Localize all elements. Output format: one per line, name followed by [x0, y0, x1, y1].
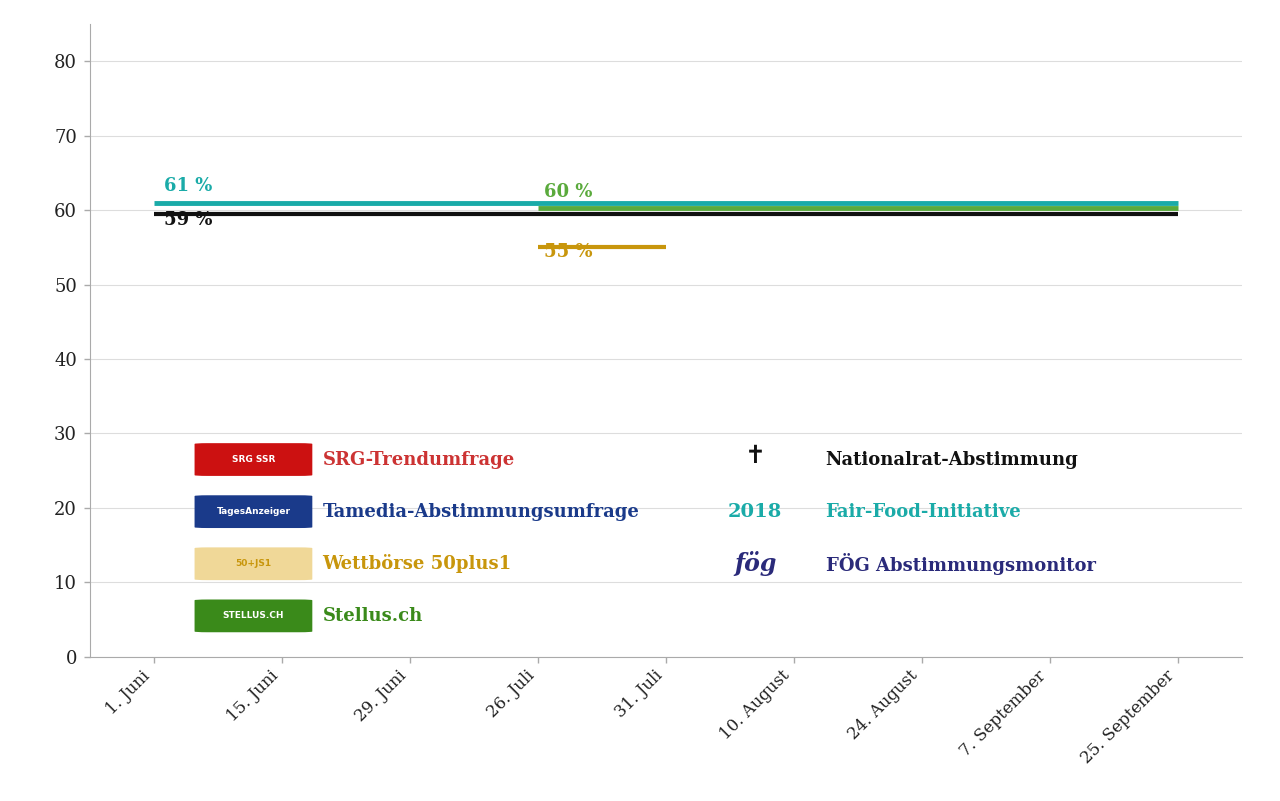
Text: SRG-Trendumfrage: SRG-Trendumfrage: [323, 450, 515, 469]
Text: ✝: ✝: [745, 444, 765, 468]
Text: Fair-Food-Initiative: Fair-Food-Initiative: [826, 503, 1021, 521]
Text: Stellus.ch: Stellus.ch: [323, 607, 422, 625]
Text: 2018: 2018: [728, 503, 782, 521]
Text: Nationalrat-Abstimmung: Nationalrat-Abstimmung: [826, 450, 1078, 469]
FancyBboxPatch shape: [195, 599, 312, 632]
Text: 60 %: 60 %: [544, 183, 593, 201]
FancyBboxPatch shape: [195, 443, 312, 476]
Text: FÖG Abstimmungsmonitor: FÖG Abstimmungsmonitor: [826, 553, 1096, 575]
Text: 55 %: 55 %: [544, 243, 593, 261]
Text: STELLUS.CH: STELLUS.CH: [223, 611, 284, 621]
Text: 61 %: 61 %: [164, 177, 212, 195]
Text: Wettbörse 50plus1: Wettbörse 50plus1: [323, 554, 512, 574]
Text: SRG SSR: SRG SSR: [232, 455, 275, 464]
Text: TagesAnzeiger: TagesAnzeiger: [216, 507, 291, 516]
FancyBboxPatch shape: [195, 495, 312, 528]
Text: Tamedia-Abstimmungsumfrage: Tamedia-Abstimmungsumfrage: [323, 503, 640, 521]
Text: 50+JS1: 50+JS1: [236, 559, 271, 568]
Text: 59 %: 59 %: [164, 211, 212, 229]
FancyBboxPatch shape: [195, 547, 312, 580]
Text: fög: fög: [733, 551, 777, 576]
